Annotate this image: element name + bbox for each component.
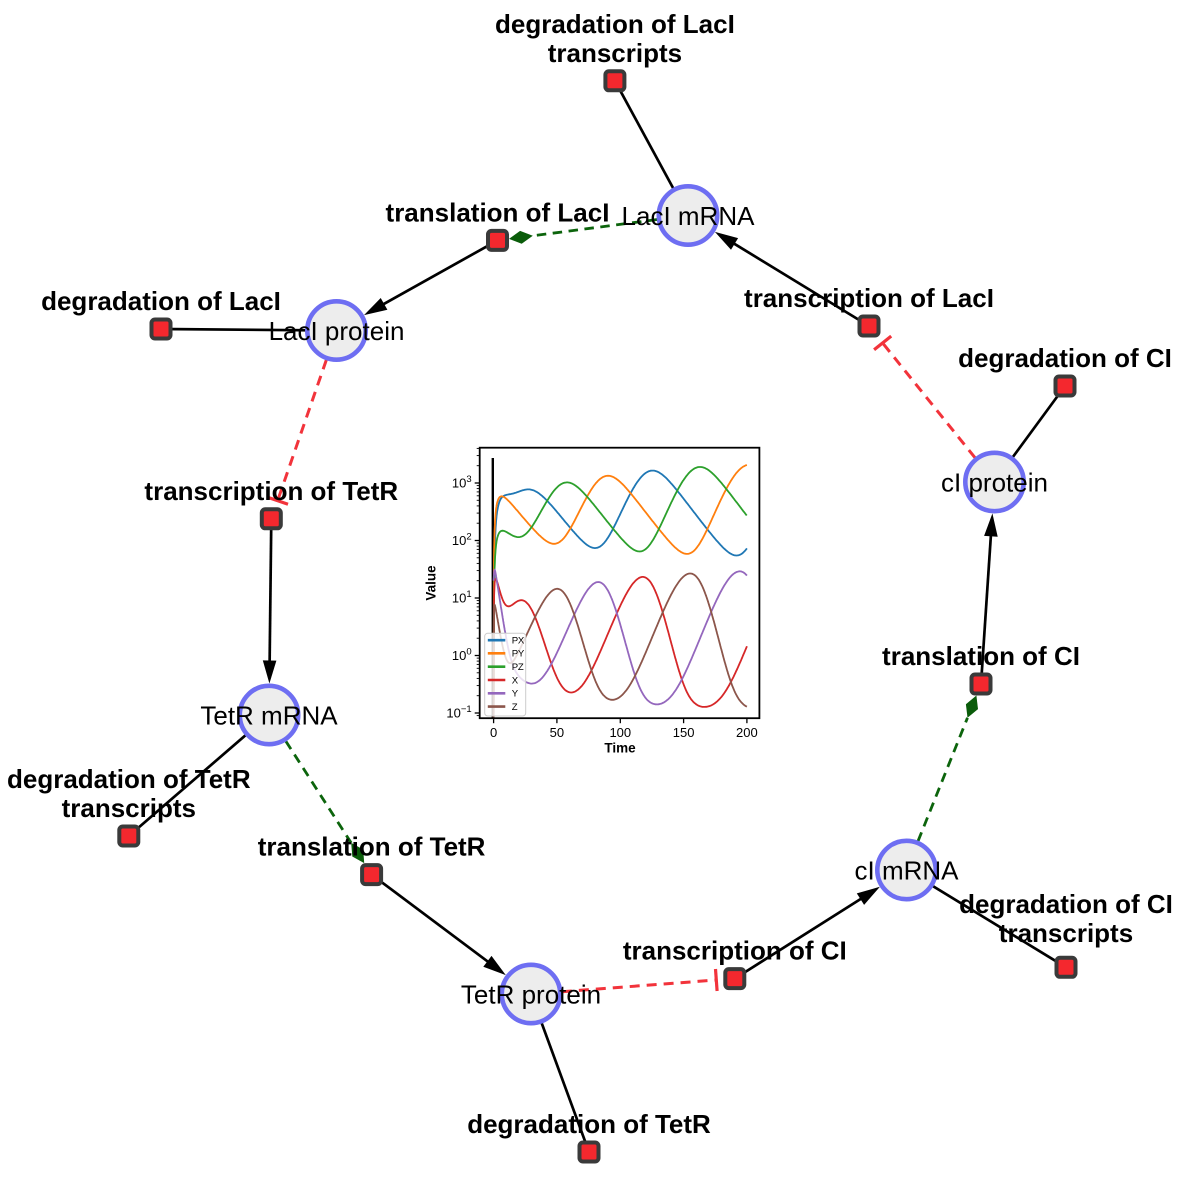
svg-text:degradation of CI: degradation of CI — [959, 889, 1173, 919]
svg-text:102: 102 — [452, 532, 472, 549]
svg-text:LacI protein: LacI protein — [269, 316, 405, 346]
svg-text:transcripts: transcripts — [62, 793, 196, 823]
svg-text:degradation of LacI: degradation of LacI — [495, 9, 735, 39]
svg-text:translation of LacI: translation of LacI — [386, 197, 610, 227]
svg-text:PY: PY — [512, 649, 525, 660]
svg-text:LacI mRNA: LacI mRNA — [622, 201, 756, 231]
svg-text:Y: Y — [512, 689, 519, 700]
svg-text:101: 101 — [452, 589, 472, 606]
svg-text:PZ: PZ — [512, 662, 524, 673]
svg-text:Time: Time — [604, 741, 636, 756]
svg-text:Value: Value — [424, 565, 439, 601]
svg-text:degradation of TetR: degradation of TetR — [7, 764, 251, 794]
svg-text:transcripts: transcripts — [548, 38, 682, 68]
svg-text:150: 150 — [673, 725, 695, 740]
svg-text:translation of TetR: translation of TetR — [258, 832, 486, 862]
svg-text:degradation of LacI: degradation of LacI — [41, 286, 281, 316]
svg-text:10−1: 10−1 — [446, 704, 471, 721]
svg-text:100: 100 — [452, 647, 472, 664]
svg-text:transcripts: transcripts — [999, 918, 1133, 948]
svg-text:cI mRNA: cI mRNA — [855, 856, 960, 886]
svg-text:100: 100 — [609, 725, 631, 740]
svg-text:103: 103 — [452, 474, 472, 491]
svg-text:cI protein: cI protein — [941, 468, 1048, 498]
svg-text:Z: Z — [512, 702, 518, 713]
svg-text:degradation of TetR: degradation of TetR — [467, 1109, 711, 1139]
svg-text:200: 200 — [736, 725, 758, 740]
svg-text:TetR mRNA: TetR mRNA — [200, 701, 338, 731]
svg-text:X: X — [512, 675, 519, 686]
svg-text:transcription of LacI: transcription of LacI — [744, 283, 994, 313]
svg-text:TetR protein: TetR protein — [461, 980, 601, 1010]
svg-text:0: 0 — [490, 725, 497, 740]
svg-text:transcription of TetR: transcription of TetR — [144, 476, 398, 506]
svg-text:transcription of CI: transcription of CI — [623, 936, 847, 966]
svg-text:50: 50 — [550, 725, 564, 740]
svg-text:PX: PX — [512, 636, 525, 647]
svg-text:degradation of CI: degradation of CI — [958, 343, 1172, 373]
svg-text:translation of CI: translation of CI — [882, 641, 1080, 671]
